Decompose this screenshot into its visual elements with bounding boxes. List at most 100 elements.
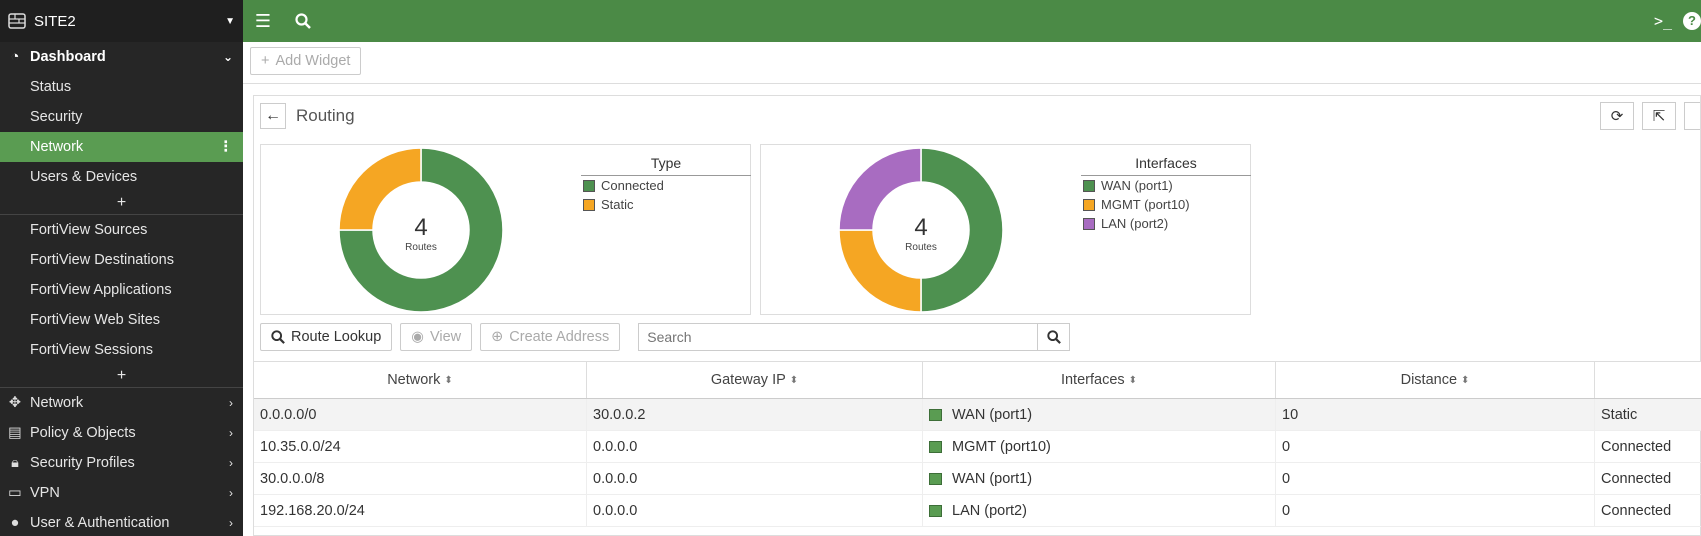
search-input[interactable]: [638, 323, 1039, 351]
column-gateway-ip[interactable]: Gateway IP ⬍: [587, 362, 923, 398]
table-row[interactable]: 30.0.0.0/8 0.0.0.0 WAN (port1) 0 Connect…: [254, 463, 1701, 495]
legend-item-connected[interactable]: Connected: [581, 176, 751, 195]
sort-icon[interactable]: ⬍: [789, 374, 799, 386]
chevron-right-icon: ›: [229, 486, 233, 500]
add-dashboard-button[interactable]: +: [116, 194, 127, 211]
legend-swatch: [583, 179, 595, 192]
legend-label: Connected: [601, 178, 664, 193]
back-arrow-icon[interactable]: ←: [260, 103, 286, 129]
legend-item-wan[interactable]: WAN (port1): [1081, 176, 1251, 195]
document-icon: ▤: [8, 425, 22, 441]
sidebar-section-security-profiles[interactable]: 🔒︎ Security Profiles ›: [0, 448, 243, 478]
legend-item-lan[interactable]: LAN (port2): [1081, 214, 1251, 233]
sidebar-item-network-dashboard[interactable]: Network ⋮: [0, 132, 243, 162]
routing-panel: ← Routing ⟳ ⇱ 4 Routes Type Connected Sta…: [253, 95, 1701, 536]
column-label: Network: [387, 372, 441, 388]
sidebar-item-fortiview-web-sites[interactable]: FortiView Web Sites: [30, 312, 161, 328]
column-distance[interactable]: Distance ⬍: [1276, 362, 1595, 398]
table-row[interactable]: 10.35.0.0/24 0.0.0.0 MGMT (port10) 0 Con…: [254, 431, 1701, 463]
hamburger-menu-icon[interactable]: ☰: [254, 10, 272, 31]
route-lookup-button[interactable]: Route Lookup: [260, 323, 393, 351]
more-options-icon[interactable]: ⋮: [218, 139, 234, 155]
sidebar-dashboard-label: Dashboard: [30, 49, 106, 65]
sidebar-item-fortiview-applications[interactable]: FortiView Applications: [30, 282, 172, 298]
legend-label: WAN (port1): [1101, 178, 1173, 193]
cli-console-icon[interactable]: >_: [1653, 12, 1673, 30]
create-address-label: Create Address: [509, 329, 610, 345]
legend-item-mgmt[interactable]: MGMT (port10): [1081, 195, 1251, 214]
caret-down-icon: ▼: [225, 15, 235, 27]
column-type[interactable]: [1595, 362, 1701, 398]
legend-swatch: [1083, 179, 1095, 192]
sidebar-item-status[interactable]: Status: [30, 79, 72, 95]
port-icon: [929, 408, 942, 421]
network-icon: ✥: [8, 395, 22, 411]
cell-gateway: 0.0.0.0: [587, 495, 923, 526]
view-button[interactable]: ◉ View: [400, 323, 473, 351]
sidebar-section-network[interactable]: ✥ Network ›: [0, 388, 243, 418]
sort-icon[interactable]: ⬍: [444, 374, 453, 386]
cell-gateway: 0.0.0.0: [587, 463, 923, 494]
search-icon: [271, 330, 285, 344]
help-icon[interactable]: ?: [1683, 0, 1701, 42]
legend-item-static[interactable]: Static: [581, 195, 751, 214]
donut-slice-wan-port1[interactable]: [920, 147, 1004, 313]
column-interfaces[interactable]: Interfaces ⬍: [923, 362, 1276, 398]
cell-network: 0.0.0.0/0: [254, 399, 587, 430]
sidebar-section-user-authentication[interactable]: ● User & Authentication ›: [0, 508, 243, 536]
search-icon[interactable]: [283, 0, 323, 42]
cell-distance: 0: [1276, 495, 1595, 526]
port-icon: [929, 472, 942, 485]
table-row[interactable]: 192.168.20.0/24 0.0.0.0 LAN (port2) 0 Co…: [254, 495, 1701, 527]
type-chart-card: 4 Routes Type Connected Static: [260, 144, 751, 315]
site-selector[interactable]: SITE2 ▼: [0, 0, 243, 42]
donut-slice-lan-port2[interactable]: [838, 147, 922, 231]
search-icon: [1047, 330, 1061, 344]
settings-button[interactable]: [1684, 102, 1700, 130]
interfaces-legend: Interfaces WAN (port1) MGMT (port10) LAN…: [1081, 151, 1251, 233]
sidebar-section-policy-objects[interactable]: ▤ Policy & Objects ›: [0, 418, 243, 448]
refresh-button[interactable]: ⟳: [1600, 102, 1634, 130]
table-search: [638, 323, 1071, 353]
add-widget-button[interactable]: + Add Widget: [250, 47, 362, 75]
cell-gateway: 0.0.0.0: [587, 431, 923, 462]
table-header: Network ⬍ Gateway IP ⬍ Interfaces ⬍ Distanc…: [254, 361, 1701, 399]
sidebar-item-fortiview-sources[interactable]: FortiView Sources: [30, 222, 148, 238]
sidebar-item-security[interactable]: Security: [30, 109, 83, 125]
view-label: View: [429, 329, 462, 345]
sidebar-section-label: User & Authentication: [30, 515, 170, 531]
sidebar-item-users-devices[interactable]: Users & Devices: [30, 169, 138, 185]
sidebar-section-vpn[interactable]: ▭ VPN ›: [0, 478, 243, 508]
sidebar-item-fortiview-destinations[interactable]: FortiView Destinations: [30, 252, 174, 268]
add-fortiview-button[interactable]: +: [116, 367, 127, 384]
cell-type: Static: [1601, 406, 1638, 423]
search-button[interactable]: [1038, 323, 1071, 351]
donut-center-value: 4: [414, 214, 427, 241]
donut-slice-connected[interactable]: [338, 147, 504, 313]
panel-actions: ⟳ ⇱: [1600, 102, 1700, 130]
interfaces-chart-card: 4 Routes Interfaces WAN (port1) MGMT (por…: [760, 144, 1251, 315]
column-label: Gateway IP: [710, 372, 786, 388]
donut-slice-static[interactable]: [338, 147, 422, 231]
laptop-icon: ▭: [8, 485, 22, 501]
plus-circle-icon: ⊕: [491, 329, 504, 345]
table-row[interactable]: 0.0.0.0/0 30.0.0.2 WAN (port1) 10 Static: [254, 399, 1701, 431]
column-network[interactable]: Network ⬍: [254, 362, 587, 398]
sort-icon[interactable]: ⬍: [1461, 374, 1470, 386]
chevron-right-icon: ›: [229, 426, 233, 440]
sidebar-item-fortiview-sessions[interactable]: FortiView Sessions: [30, 342, 154, 358]
cell-distance: 0: [1276, 431, 1595, 462]
sort-icon[interactable]: ⬍: [1128, 374, 1138, 386]
chevron-down-icon: ⌄: [222, 50, 233, 64]
interface-label: WAN (port1): [952, 406, 1033, 423]
route-lookup-label: Route Lookup: [291, 329, 382, 345]
cell-type: Connected: [1601, 502, 1672, 519]
sidebar-dashboard[interactable]: ◔ Dashboard ⌄: [0, 42, 243, 72]
panel-header: ← Routing ⟳ ⇱: [254, 96, 1700, 136]
cell-type: Connected: [1601, 470, 1672, 487]
expand-button[interactable]: ⇱: [1642, 102, 1676, 130]
sidebar-divider: [0, 214, 243, 215]
create-address-button[interactable]: ⊕ Create Address: [480, 323, 621, 351]
legend-title: Interfaces: [1081, 151, 1251, 176]
eye-icon: ◉: [411, 329, 424, 345]
